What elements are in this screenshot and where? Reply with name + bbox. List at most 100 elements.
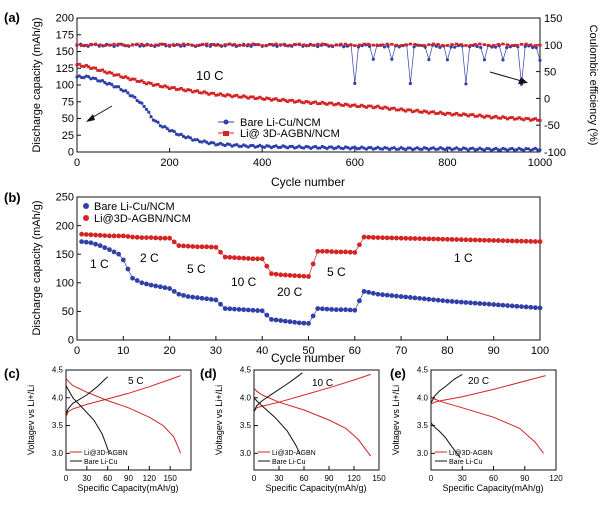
panel-b-rate-annotations: 1 C 2 C 5 C 10 C 20 C 5 C 1 C: [90, 251, 473, 299]
y-tick-label: 100: [56, 80, 74, 92]
panel-a-y2label: Coulombic efficiency (%): [587, 25, 599, 146]
y-tick-label: 4.5: [417, 366, 429, 375]
panel-c-ylabel: Voltagev vs Li+/Li: [26, 385, 36, 455]
legend-d-li3d-label: Li@3D-AGBN: [272, 450, 316, 457]
x-tick-label: 80: [441, 345, 453, 357]
y-tick-label: 4.5: [52, 366, 64, 375]
bare-ce-point-line: [76, 43, 541, 85]
legend-d-bare-label: Bare Li-Cu: [272, 459, 306, 466]
x-tick-label: 0: [429, 474, 434, 483]
x-tick-label: 0: [74, 345, 80, 357]
x-tick-label: 200: [160, 157, 178, 169]
li3d-ce-point: [538, 43, 542, 47]
panel-c-label: (c): [4, 366, 20, 381]
panel-e-ylabel: Voltagev vs Li+/Li: [391, 385, 401, 455]
x-tick-label: 0: [74, 157, 80, 169]
y-tick-label: 100: [56, 277, 74, 289]
panel-d-y-ticks: 3.0 3.5 4.0 4.5: [240, 366, 258, 458]
x-tick-label: 30: [210, 345, 222, 357]
panel-d-xlabel: Specific Capacity(mAh/g): [265, 483, 366, 493]
voltage-curve-bare-li-cu-discharge: [430, 422, 461, 459]
x-tick-label: 60: [349, 345, 361, 357]
panel-c-y-ticks: 3.0 3.5 4.0 4.5: [52, 366, 70, 458]
y-tick-label: 150: [56, 46, 74, 58]
legend-b-bare-label: Bare Li-Cu/NCM: [94, 201, 175, 213]
voltage-curve-bare-li-cu-discharge: [253, 397, 301, 454]
panel-a-y-ticks: 0 25 50 75 100 125 150 175 200: [56, 13, 81, 159]
bare-capacity-point-line: [76, 75, 541, 151]
y-tick-label: 3.0: [52, 449, 64, 458]
panel-a-y2-ticks: -100 -50 0 50 100 150: [536, 13, 566, 159]
legend-e-li3d-label: Li@3D-AGBN: [449, 450, 493, 457]
voltage-curve-li-3d-agbn-discharge: [430, 396, 544, 454]
x-tick-label: 10: [117, 345, 129, 357]
panel-b-rate-10c: 10 C: [231, 275, 257, 289]
bare-ce-point: [538, 58, 542, 62]
panel-b-label: (b): [4, 190, 21, 205]
panel-d-frame: [253, 369, 380, 471]
panel-a-ylabel: Discharge capacity (mAh/g): [31, 17, 43, 152]
panel-e-xlabel: Specific Capacity(mAh/g): [442, 483, 543, 493]
x-tick-label: 50: [302, 345, 314, 357]
legend-b-li3d-marker: [83, 215, 89, 221]
panel-a-arrow-left-head: [86, 114, 95, 122]
li3d-ce-point-line: [76, 43, 541, 46]
panel-d-label: (d): [200, 366, 217, 381]
panel-c: (c) 0 30 60 90 120 150 3.0 3.5 4.0 4.5 Specific …: [4, 366, 192, 493]
legend-e-bare-label: Bare Li-Cu: [449, 459, 483, 466]
panel-d-ylabel: Voltagev vs Li+/Li: [214, 385, 224, 455]
panel-c-x-ticks: 0 30 60 90 120 150: [64, 466, 177, 483]
y-tick-label: 150: [56, 249, 74, 261]
y-tick-label: 4.5: [240, 366, 252, 375]
panel-b: (b) 0 10 20 30 40 50 60 70 80 90 100 0 50 100 150 200 2…: [4, 190, 549, 365]
bare-rate-point-line: [81, 241, 541, 324]
panel-e-label: (e): [390, 366, 406, 381]
y-tick-label: 0: [68, 147, 74, 159]
y-tick-label: 3.5: [52, 421, 64, 430]
panel-a: (a) 0 200 400 600 800 1000 025507510012515017…: [4, 10, 599, 189]
x-tick-label: 90: [124, 474, 133, 483]
y2-tick-label: 100: [544, 40, 562, 52]
li3d-capacity-point-line: [76, 63, 541, 121]
x-tick-label: 90: [520, 474, 529, 483]
x-tick-label: 120: [549, 474, 563, 483]
x-tick-label: 30: [275, 474, 284, 483]
voltage-curve-li-3d-agbn-discharge: [65, 378, 182, 454]
y-tick-label: 4.0: [52, 393, 64, 402]
y-tick-label: 3.0: [417, 449, 429, 458]
panel-e: (e) 0 30 60 90 120 3.0 3.5 4.0 4.5 Specific Cap…: [390, 366, 563, 493]
li3d-rate-point: [537, 239, 543, 245]
voltage-curve-li-3d-agbn-charge: [253, 373, 371, 412]
panel-c-xlabel: Specific Capacity(mAh/g): [77, 483, 178, 493]
panel-d: (d) 0 30 60 90 120 150 3.0 3.5 4.0 4.5 Specific …: [200, 366, 386, 493]
y-tick-label: 25: [62, 130, 74, 142]
y-tick-label: 4.0: [240, 393, 252, 402]
x-tick-label: 0: [64, 474, 69, 483]
legend-c-li3d-label: Li@3D-AGBN: [84, 450, 128, 457]
y-tick-label: 200: [56, 220, 74, 232]
panel-d-x-ticks: 0 30 60 90 120 150: [252, 466, 386, 483]
voltage-curve-li-3d-agbn-charge: [65, 375, 181, 418]
x-tick-label: 800: [438, 157, 456, 169]
x-tick-label: 0: [252, 474, 257, 483]
y2-tick-label: 50: [544, 67, 556, 79]
x-tick-label: 60: [489, 474, 498, 483]
x-tick-label: 20: [163, 345, 175, 357]
panel-e-x-ticks: 0 30 60 90 120: [429, 466, 563, 483]
y-tick-label: 175: [56, 29, 74, 41]
panel-a-plot-area: [75, 42, 542, 152]
voltage-curve-bare-li-cu-charge: [253, 372, 303, 412]
voltage-curve-li-3d-agbn-charge: [430, 375, 546, 405]
y-tick-label: 250: [56, 192, 74, 204]
li3d-rate-point-line: [81, 233, 541, 277]
panel-b-ylabel: Discharge capacity (mAh/g): [31, 200, 43, 335]
panel-a-legend: Bare Li-Cu/NCM Li@ 3D-AGBN/NCM: [218, 117, 340, 140]
voltage-curve-bare-li-cu-charge: [430, 373, 463, 404]
panel-c-rate-annotation: 5 C: [128, 376, 144, 387]
x-tick-label: 90: [488, 345, 500, 357]
panel-e-legend: Li@3D-AGBN Bare Li-Cu: [435, 450, 493, 466]
y-tick-label: 200: [56, 13, 74, 25]
y-tick-label: 125: [56, 63, 74, 75]
y2-tick-label: 0: [544, 93, 550, 105]
